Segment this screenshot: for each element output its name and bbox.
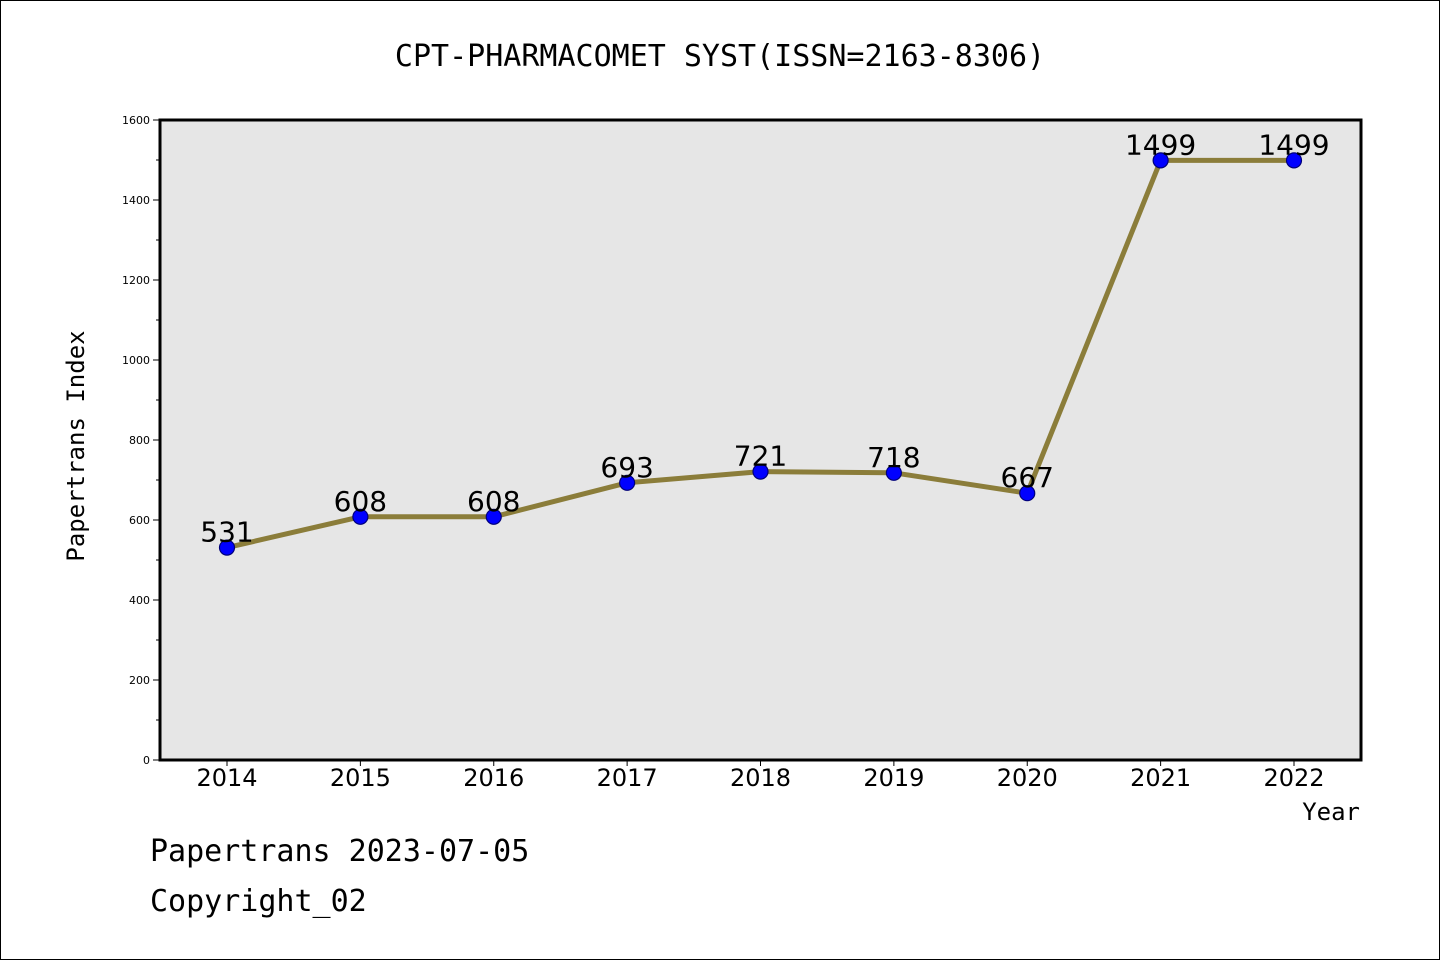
x-axis-label: Year	[1302, 798, 1360, 826]
data-label: 1499	[1258, 128, 1329, 161]
x-tick-label: 2015	[330, 764, 391, 792]
data-point	[619, 474, 636, 491]
data-label: 608	[467, 485, 520, 518]
x-tick-label: 2019	[863, 764, 924, 792]
chart-title: CPT-PHARMACOMET SYST(ISSN=2163-8306)	[395, 39, 1045, 74]
x-tick-label: 2014	[196, 764, 257, 792]
x-tick-label: 2018	[730, 764, 791, 792]
y-tick-label: 200	[129, 674, 150, 687]
x-tick-label: 2016	[463, 764, 524, 792]
data-point	[1019, 485, 1036, 502]
x-axis: 2014 2015 2016 2017 2018 2019 2020 2021 2022	[196, 760, 1325, 792]
footer-date: Papertrans 2023-07-05	[150, 834, 530, 869]
y-tick-label: 800	[129, 434, 150, 447]
x-tick-label: 2020	[997, 764, 1058, 792]
data-label: 608	[334, 485, 387, 518]
footer-copyright: Copyright_02	[150, 884, 367, 919]
data-point	[1285, 152, 1303, 169]
plot-area	[160, 120, 1361, 760]
data-label: 718	[867, 441, 920, 474]
data-label: 693	[600, 451, 653, 484]
y-tick-label: 1000	[122, 354, 150, 367]
plot-border	[158, 118, 1363, 762]
y-axis-label: Papertrans Index	[62, 330, 90, 561]
y-tick-label: 600	[129, 514, 150, 527]
x-tick-label: 2022	[1263, 764, 1324, 792]
y-tick-label: 0	[143, 754, 150, 767]
data-labels: 531 608 608 693 721 718 667 1499 1499	[200, 128, 1329, 548]
data-point	[485, 508, 502, 525]
data-point	[752, 463, 769, 480]
data-label: 667	[1001, 461, 1054, 494]
x-tick-label: 2021	[1130, 764, 1191, 792]
y-tick-label: 400	[129, 594, 150, 607]
series-markers	[218, 152, 1303, 556]
y-tick-label: 1600	[122, 114, 150, 127]
data-point	[1152, 152, 1169, 169]
data-point	[352, 508, 369, 525]
y-axis: 0 200 400 600 800 1000 1200 1400 1600	[122, 114, 160, 767]
data-label: 721	[734, 440, 787, 473]
x-tick-label: 2017	[597, 764, 658, 792]
y-tick-label: 1400	[122, 194, 150, 207]
y-tick-label: 1200	[122, 274, 150, 287]
data-point	[218, 539, 236, 556]
data-point	[885, 464, 902, 481]
data-label: 1499	[1125, 128, 1196, 161]
data-label: 531	[200, 516, 253, 549]
